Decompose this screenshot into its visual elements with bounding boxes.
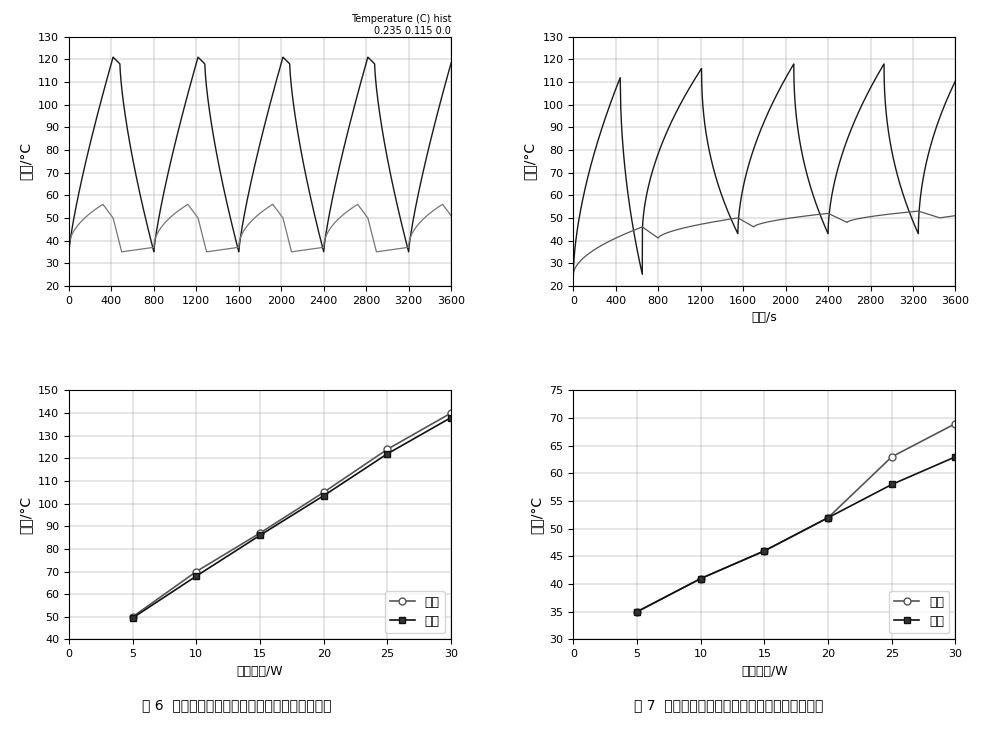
Legend: 实验, 模拟: 实验, 模拟 — [385, 591, 445, 633]
实验 — [127, 612, 139, 621]
Y-axis label: 温度/°C: 温度/°C — [19, 496, 33, 534]
Line: 模拟: 模拟 — [129, 414, 454, 621]
模拟 — [886, 480, 897, 489]
Line: 实验: 实验 — [633, 420, 959, 615]
实验 — [886, 453, 897, 462]
实验 — [694, 574, 706, 583]
X-axis label: 发热功率/W: 发热功率/W — [741, 664, 788, 678]
模拟 — [127, 614, 139, 623]
实验 — [254, 528, 266, 537]
实验 — [190, 567, 202, 576]
Text: 图 6  不同发热功率下模拟芯片表面温度变化规律: 图 6 不同发热功率下模拟芯片表面温度变化规律 — [142, 698, 331, 712]
实验 — [381, 445, 393, 453]
Legend: 实验, 模拟: 实验, 模拟 — [889, 591, 950, 633]
实验 — [758, 547, 770, 556]
模拟 — [631, 607, 643, 616]
模拟 — [445, 413, 457, 422]
模拟 — [254, 531, 266, 539]
Line: 模拟: 模拟 — [633, 453, 959, 615]
模拟 — [694, 574, 706, 583]
Text: 图 7  不同发热功率下复合相变材料温度变化规律: 图 7 不同发热功率下复合相变材料温度变化规律 — [634, 698, 823, 712]
实验 — [445, 409, 457, 417]
实验 — [631, 607, 643, 616]
Y-axis label: 温度/°C: 温度/°C — [19, 142, 33, 180]
实验 — [318, 488, 330, 497]
Line: 实验: 实验 — [129, 409, 454, 620]
模拟 — [822, 513, 834, 522]
模拟 — [950, 453, 961, 462]
Text: Temperature (C) hist
0.235 0.115 0.0: Temperature (C) hist 0.235 0.115 0.0 — [351, 15, 451, 36]
Y-axis label: 温度/°C: 温度/°C — [530, 496, 544, 534]
模拟 — [758, 547, 770, 556]
模拟 — [190, 572, 202, 581]
X-axis label: 发热功率/W: 发热功率/W — [236, 664, 284, 678]
Y-axis label: 温度/°C: 温度/°C — [523, 142, 537, 180]
X-axis label: 时间/s: 时间/s — [752, 311, 777, 324]
模拟 — [381, 449, 393, 458]
实验 — [950, 419, 961, 428]
模拟 — [318, 491, 330, 500]
实验 — [822, 513, 834, 522]
